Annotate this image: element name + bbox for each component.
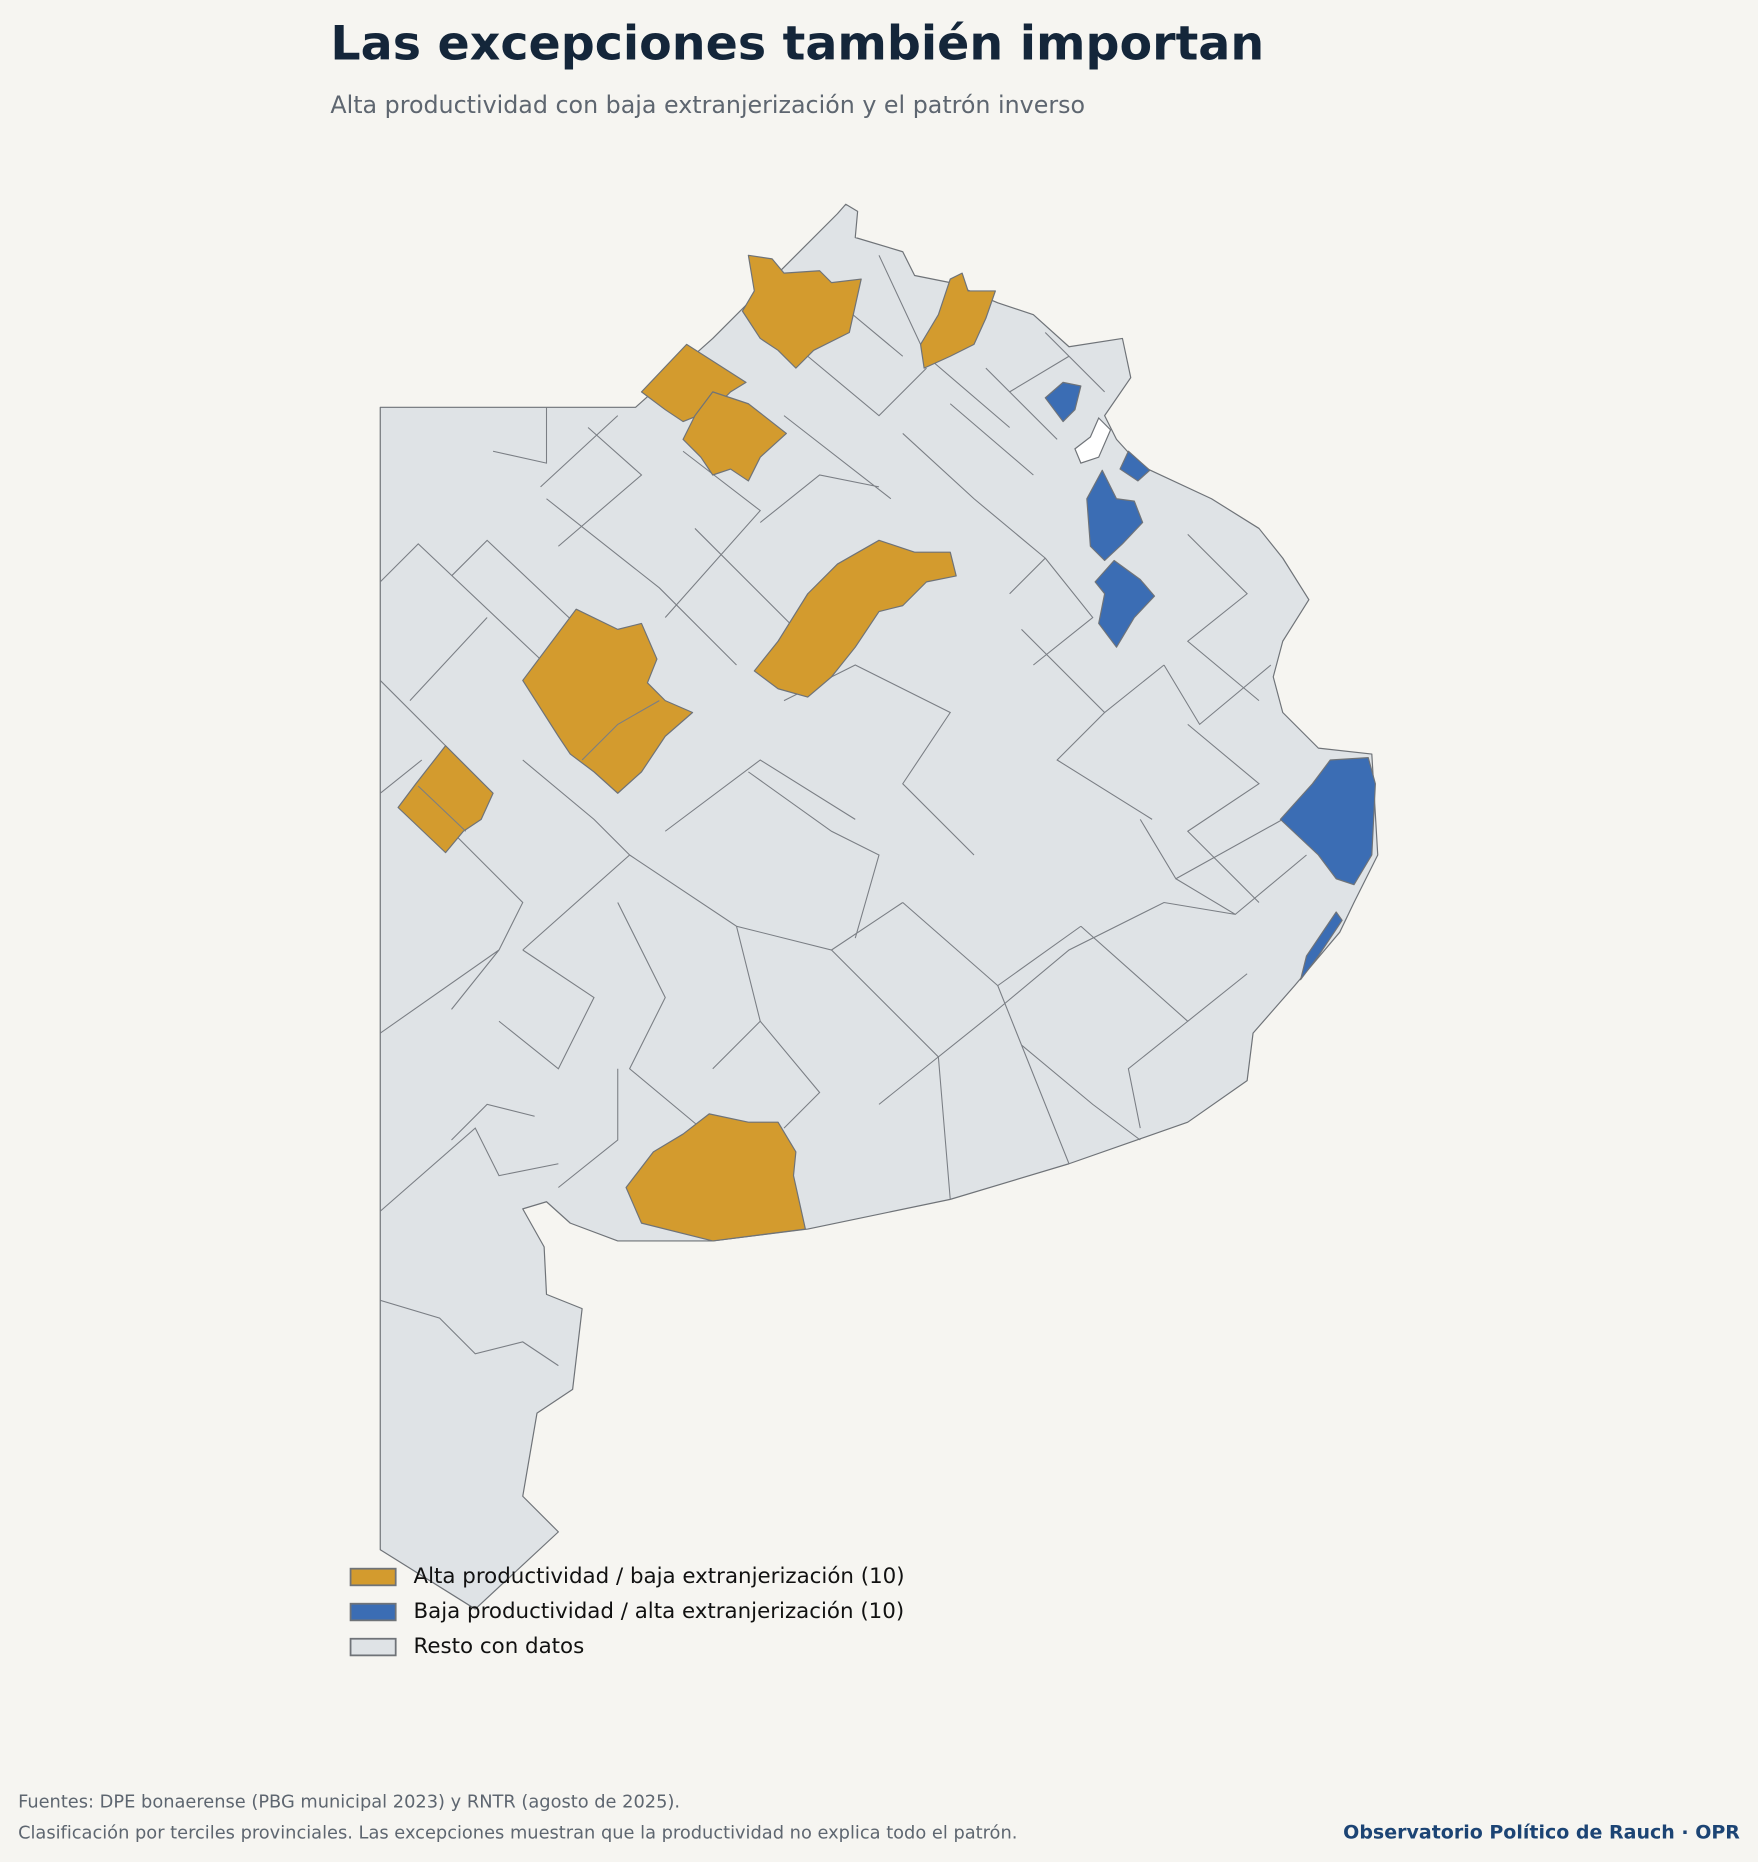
district-high-productivity xyxy=(753,539,957,698)
district-high-productivity xyxy=(919,272,996,369)
legend-swatch xyxy=(349,1637,397,1657)
subtitle: Alta productividad con baja extranjeriza… xyxy=(330,91,1085,119)
district-low-productivity xyxy=(1119,450,1151,482)
district-low-productivity xyxy=(1279,757,1376,886)
legend-label: Baja productividad / alta extranjerizaci… xyxy=(414,1599,905,1624)
footer-note: Clasificación por terciles provinciales.… xyxy=(18,1822,1017,1843)
legend-label: Resto con datos xyxy=(414,1634,585,1659)
legend-swatch xyxy=(349,1602,397,1622)
legend-swatch xyxy=(349,1567,397,1587)
legend: Alta productividad / baja extranjerizaci… xyxy=(349,1564,905,1659)
highlighted-districts xyxy=(397,254,1376,1242)
district-border xyxy=(417,785,467,832)
map xyxy=(379,203,1379,1610)
province xyxy=(379,203,1379,1610)
title: Las excepciones también importan xyxy=(330,16,1264,71)
district-high-productivity xyxy=(625,1113,806,1242)
district-no-data xyxy=(1074,416,1112,464)
district-low-productivity xyxy=(1086,469,1144,562)
district-low-productivity xyxy=(1044,381,1082,423)
district-high-productivity xyxy=(682,391,787,482)
district-border xyxy=(581,700,660,761)
district-high-productivity xyxy=(397,745,494,854)
district-high-productivity xyxy=(522,608,694,794)
district-high-productivity xyxy=(741,254,862,369)
district-low-productivity xyxy=(1094,559,1156,648)
district-low-productivity xyxy=(1299,911,1343,981)
district-borders xyxy=(379,255,1307,1367)
legend-label: Alta productividad / baja extranjerizaci… xyxy=(414,1564,905,1589)
footer-brand: Observatorio Político de Rauch · OPR xyxy=(1343,1821,1740,1843)
footer-sources: Fuentes: DPE bonaerense (PBG municipal 2… xyxy=(18,1791,680,1812)
